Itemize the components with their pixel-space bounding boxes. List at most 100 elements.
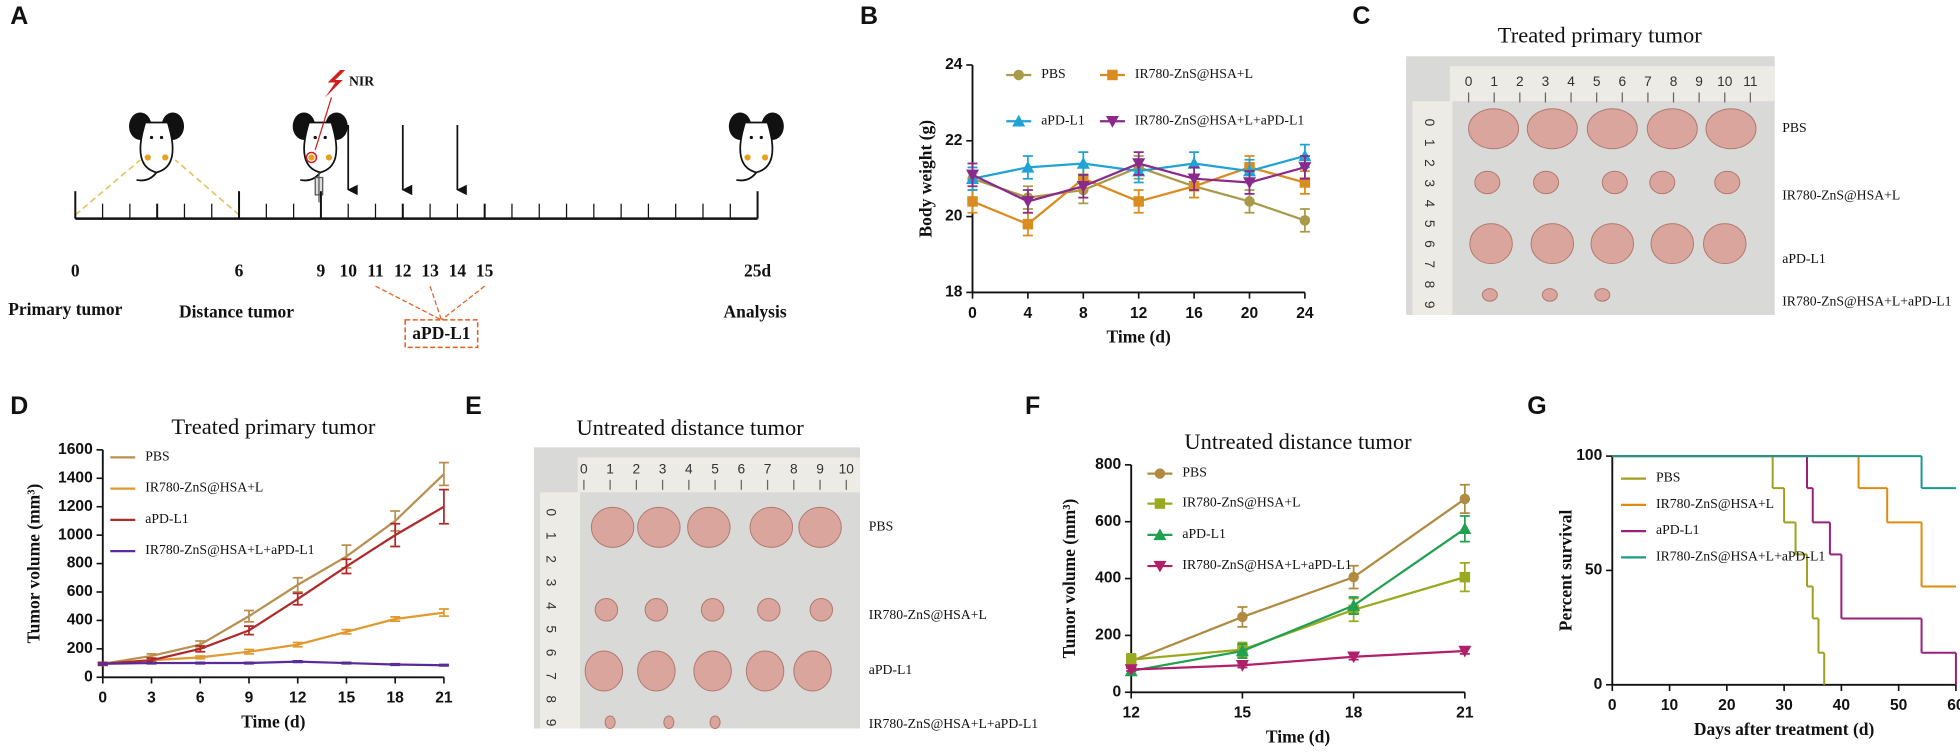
tumor-dot <box>162 154 169 161</box>
tumor <box>1541 288 1558 302</box>
tumor <box>1469 223 1513 265</box>
marker <box>1107 69 1118 81</box>
tumor <box>1586 108 1638 150</box>
tumor-dot <box>308 154 315 161</box>
x-tick-label: 0 <box>968 305 977 322</box>
ruler-number: 2 <box>1516 74 1524 89</box>
legend-label: PBS <box>145 449 169 464</box>
ruler <box>577 457 861 493</box>
ruler-number: 9 <box>1695 74 1703 89</box>
ruler <box>1449 66 1775 102</box>
y-tick-label: 400 <box>67 612 93 629</box>
tumor <box>1474 170 1501 195</box>
marker <box>1012 114 1026 127</box>
error-bar <box>146 661 157 665</box>
tumor-dot <box>744 154 751 161</box>
panel-label: A <box>10 2 28 30</box>
ruler-number: 0 <box>580 461 588 476</box>
series-line <box>102 505 445 665</box>
x-tick-label: 16 <box>1185 305 1203 322</box>
marker <box>1459 571 1471 583</box>
marker <box>1124 664 1138 677</box>
row-label: IR780-ZnS@HSA+L+aPD-L1 <box>869 716 1038 731</box>
x-tick-label: 15 <box>1234 705 1252 722</box>
ruler-number: 2 <box>633 461 641 476</box>
row-label: PBS <box>1782 120 1806 135</box>
legend-label: IR780-ZnS@HSA+L <box>1135 66 1253 81</box>
tumor <box>693 650 732 692</box>
tumor <box>1594 288 1611 302</box>
mouse-body <box>739 121 774 174</box>
error-bar <box>390 522 401 548</box>
ruler-number: 1 <box>606 461 614 476</box>
ruler-number: 10 <box>1717 74 1733 89</box>
marker <box>1154 468 1166 479</box>
x-tick-label: 60 <box>1947 697 1960 714</box>
x-tick-label: 15 <box>338 690 356 707</box>
legend-label: IR780-ZnS@HSA+L+aPD-L1 <box>1135 112 1304 127</box>
legend-label: PBS <box>1041 66 1065 81</box>
tumor <box>809 598 834 622</box>
tumor <box>1481 288 1498 302</box>
error-bar <box>243 625 254 636</box>
dash-line <box>441 285 486 321</box>
x-tick-label: 21 <box>435 690 453 707</box>
legend-label: aPD-L1 <box>1041 112 1085 127</box>
series-line <box>102 473 445 665</box>
stage-label: Distance tumor <box>179 302 294 322</box>
series-line <box>1131 576 1466 661</box>
legend-label: PBS <box>1656 470 1680 485</box>
y-tick-label: 0 <box>84 668 93 685</box>
tumor <box>1714 170 1741 195</box>
tumor <box>709 715 721 730</box>
tumor <box>793 650 832 692</box>
ruler <box>540 492 581 729</box>
ruler-number: 7 <box>1644 74 1652 89</box>
series-line <box>102 660 444 667</box>
row-label: aPD-L1 <box>1782 251 1826 266</box>
legend-label: IR780-ZnS@HSA+L <box>1182 495 1300 510</box>
error-bar <box>438 461 449 487</box>
error-bar <box>243 609 254 623</box>
marker <box>1133 196 1144 207</box>
tumor <box>1646 108 1698 150</box>
tumor <box>590 506 635 548</box>
y-tick-label: 600 <box>1095 513 1121 530</box>
panel-label: F <box>1025 392 1040 420</box>
error-bar <box>195 645 206 653</box>
panel-label: E <box>465 392 482 420</box>
marker <box>1299 177 1311 188</box>
marker <box>1022 218 1034 230</box>
x-tick-label: 6 <box>196 690 205 707</box>
tumor <box>749 506 794 548</box>
y-axis-label: Percent survival <box>1555 510 1575 632</box>
legend-label: aPD-L1 <box>1656 522 1700 537</box>
x-tick-label: 12 <box>1130 305 1148 322</box>
mouse-eye <box>159 135 164 140</box>
dash-line <box>74 159 141 216</box>
x-axis-label: Time (d) <box>1107 327 1171 347</box>
x-tick-label: 4 <box>1024 305 1033 322</box>
tumor <box>1526 108 1578 150</box>
marker <box>1105 115 1119 128</box>
mouse-body <box>139 121 174 174</box>
photo-title: Untreated distance tumor <box>576 415 804 440</box>
x-tick-label: 3 <box>147 690 156 707</box>
chart-title: Untreated distance tumor <box>1184 429 1412 454</box>
chart-title: Treated primary tumor <box>171 414 375 439</box>
marker <box>1235 644 1249 657</box>
x-tick-label: 20 <box>1718 697 1736 714</box>
timeline-label: 25d <box>744 260 771 280</box>
error-bar <box>195 655 206 660</box>
tumor-dot <box>325 154 333 161</box>
ruler-number: 1 <box>544 532 559 540</box>
tumor <box>1533 170 1560 195</box>
bolt <box>325 69 346 98</box>
tumor <box>757 598 781 622</box>
ruler-number: 8 <box>790 461 798 476</box>
tumor-dot <box>761 154 769 161</box>
tumor <box>1590 223 1635 265</box>
nir-spot <box>305 151 318 164</box>
ruler-number: 2 <box>1422 159 1437 167</box>
